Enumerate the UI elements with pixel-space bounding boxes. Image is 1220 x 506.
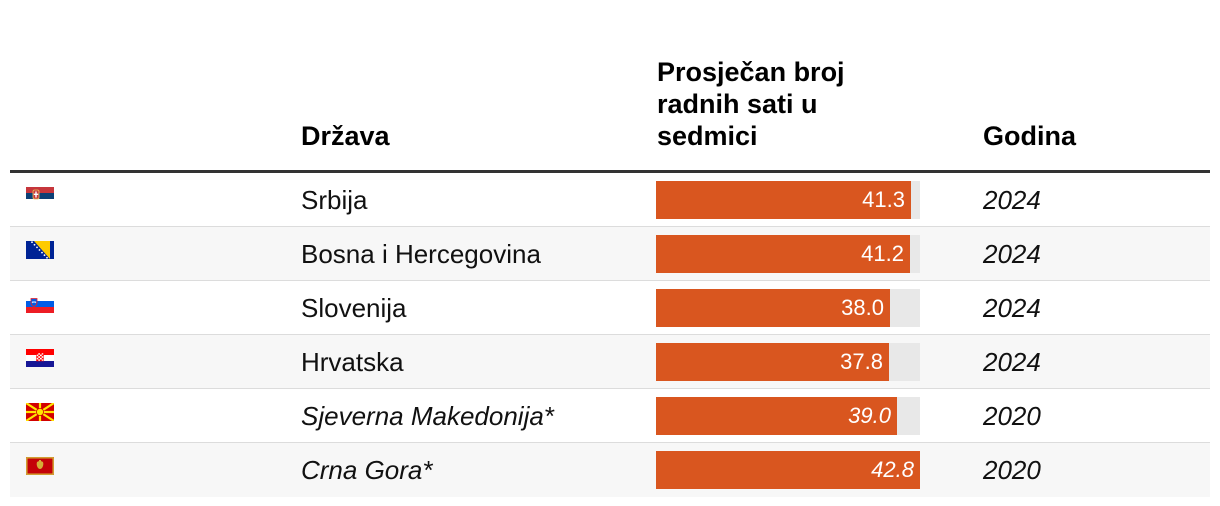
- year-value: 2024: [983, 185, 1041, 215]
- year-value: 2024: [983, 347, 1041, 377]
- hours-bar: [656, 343, 889, 381]
- north-macedonia-flag-icon: [26, 403, 54, 421]
- year-value: 2024: [983, 239, 1041, 269]
- bar-value-label: 41.3: [862, 187, 905, 212]
- serbia-flag-icon: [26, 187, 54, 205]
- country-name: Bosna i Hercegovina: [301, 239, 541, 269]
- country-name: Crna Gora*: [301, 455, 433, 485]
- table-row: Srbija 41.3 2024: [10, 173, 1210, 227]
- hours-bar: [656, 451, 920, 489]
- bar-track: 37.8: [656, 343, 920, 381]
- bar-value-label: 37.8: [840, 349, 883, 374]
- bar-track: 38.0: [656, 289, 920, 327]
- table-row: Hrvatska 37.8 2024: [10, 335, 1210, 389]
- table-body: Srbija 41.3 2024 Bosna i Hercegovina 41.2 202…: [10, 173, 1210, 497]
- country-name: Slovenija: [301, 293, 407, 323]
- header-divider: [10, 170, 1210, 173]
- table-row: Bosna i Hercegovina 41.2 2024: [10, 227, 1210, 281]
- bar-value-label: 42.8: [871, 457, 914, 482]
- table-row: Slovenija 38.0 2024: [10, 281, 1210, 335]
- country-column-header: Država: [301, 121, 390, 151]
- hours-bar: [656, 181, 911, 219]
- bar-track: 42.8: [656, 451, 920, 489]
- slovenia-flag-icon: [26, 295, 54, 313]
- year-value: 2024: [983, 293, 1041, 323]
- hours-column-header: Prosječan broj radnih sati u sedmici: [657, 57, 845, 151]
- table-row: Sjeverna Makedonija* 39.0 2020: [10, 389, 1210, 443]
- country-name: Srbija: [301, 185, 368, 215]
- table-header: Država Prosječan broj radnih sati u sedm…: [10, 0, 1210, 170]
- year-column-header: Godina: [983, 121, 1076, 151]
- hours-bar: [656, 235, 910, 273]
- bar-value-label: 38.0: [841, 295, 884, 320]
- country-name: Sjeverna Makedonija*: [301, 401, 554, 431]
- bar-value-label: 39.0: [848, 403, 891, 428]
- year-value: 2020: [983, 401, 1041, 431]
- bar-track: 41.2: [656, 235, 920, 273]
- bar-track: 39.0: [656, 397, 920, 435]
- croatia-flag-icon: [26, 349, 54, 367]
- year-value: 2020: [983, 455, 1041, 485]
- table-row: Crna Gora* 42.8 2020: [10, 443, 1210, 497]
- hours-bar: [656, 397, 897, 435]
- bar-track: 41.3: [656, 181, 920, 219]
- montenegro-flag-icon: [26, 457, 54, 475]
- bar-value-label: 41.2: [861, 241, 904, 266]
- country-name: Hrvatska: [301, 347, 404, 377]
- hours-bar: [656, 289, 890, 327]
- table-chart: Država Prosječan broj radnih sati u sedm…: [10, 0, 1210, 497]
- bosnia-flag-icon: [26, 241, 54, 259]
